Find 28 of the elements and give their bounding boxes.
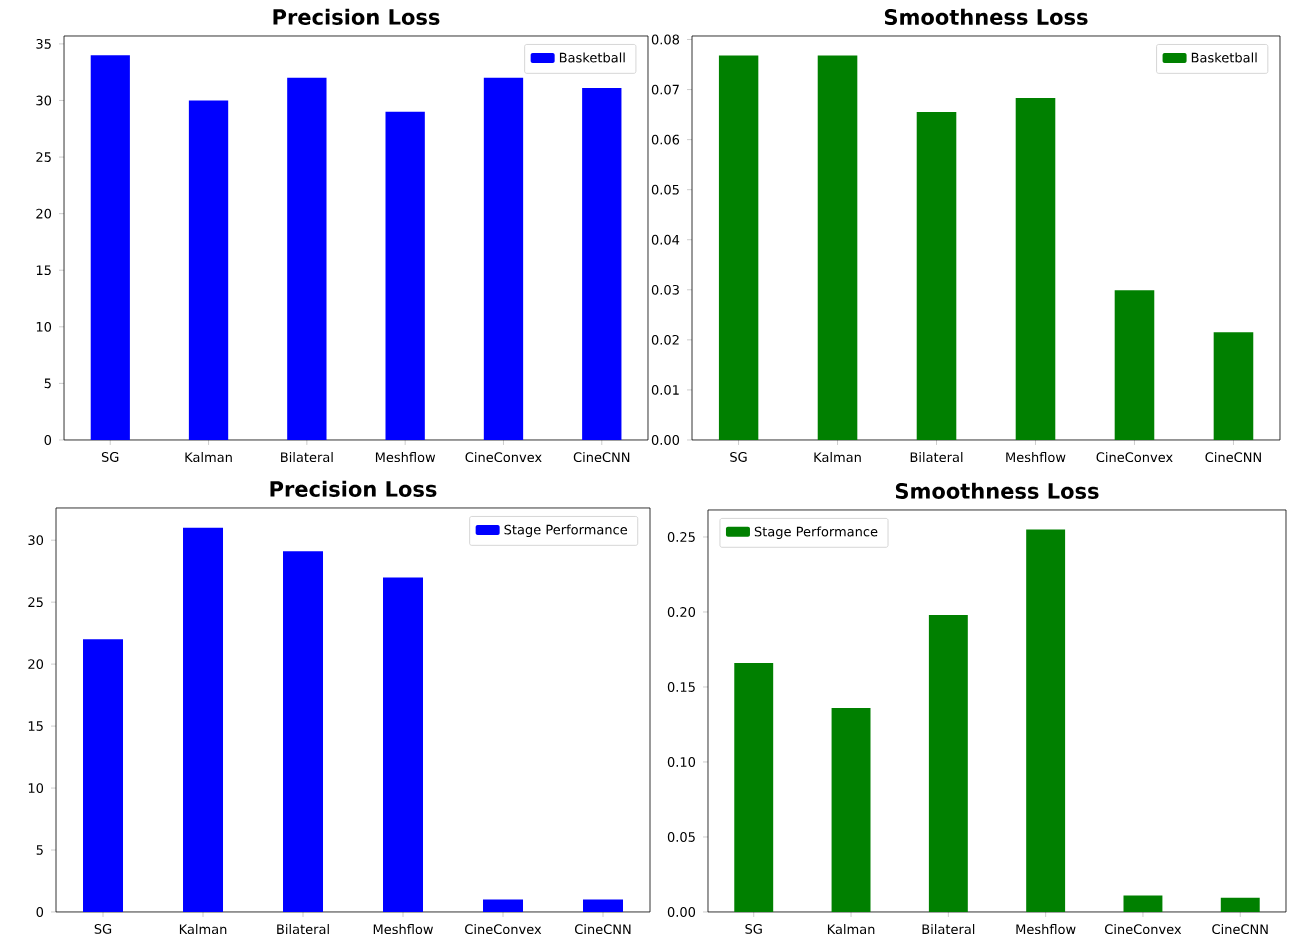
bar bbox=[1213, 332, 1254, 440]
bar bbox=[1026, 529, 1066, 912]
chart-title: Smoothness Loss bbox=[884, 8, 1088, 25]
bar bbox=[928, 614, 968, 912]
bar bbox=[183, 527, 224, 912]
bar bbox=[188, 100, 229, 440]
bar bbox=[583, 899, 623, 912]
bar bbox=[1015, 98, 1056, 440]
bar bbox=[483, 77, 524, 440]
chart-title: Precision Loss bbox=[273, 8, 440, 25]
chart-title: Smoothness Loss bbox=[895, 482, 1099, 499]
bar bbox=[582, 88, 622, 440]
bar bbox=[1114, 290, 1155, 440]
bar bbox=[287, 77, 327, 440]
bar bbox=[90, 55, 130, 440]
bar bbox=[817, 55, 858, 440]
bar bbox=[383, 577, 424, 912]
bar bbox=[483, 899, 524, 912]
bar bbox=[718, 55, 759, 440]
bar bbox=[734, 662, 774, 912]
bar bbox=[1220, 897, 1260, 912]
bar bbox=[83, 639, 124, 912]
bar bbox=[831, 707, 871, 912]
bar bbox=[385, 111, 425, 440]
bar bbox=[916, 112, 957, 440]
chart-title: Precision Loss bbox=[270, 480, 437, 497]
bar bbox=[1123, 895, 1163, 912]
bar bbox=[283, 551, 324, 912]
